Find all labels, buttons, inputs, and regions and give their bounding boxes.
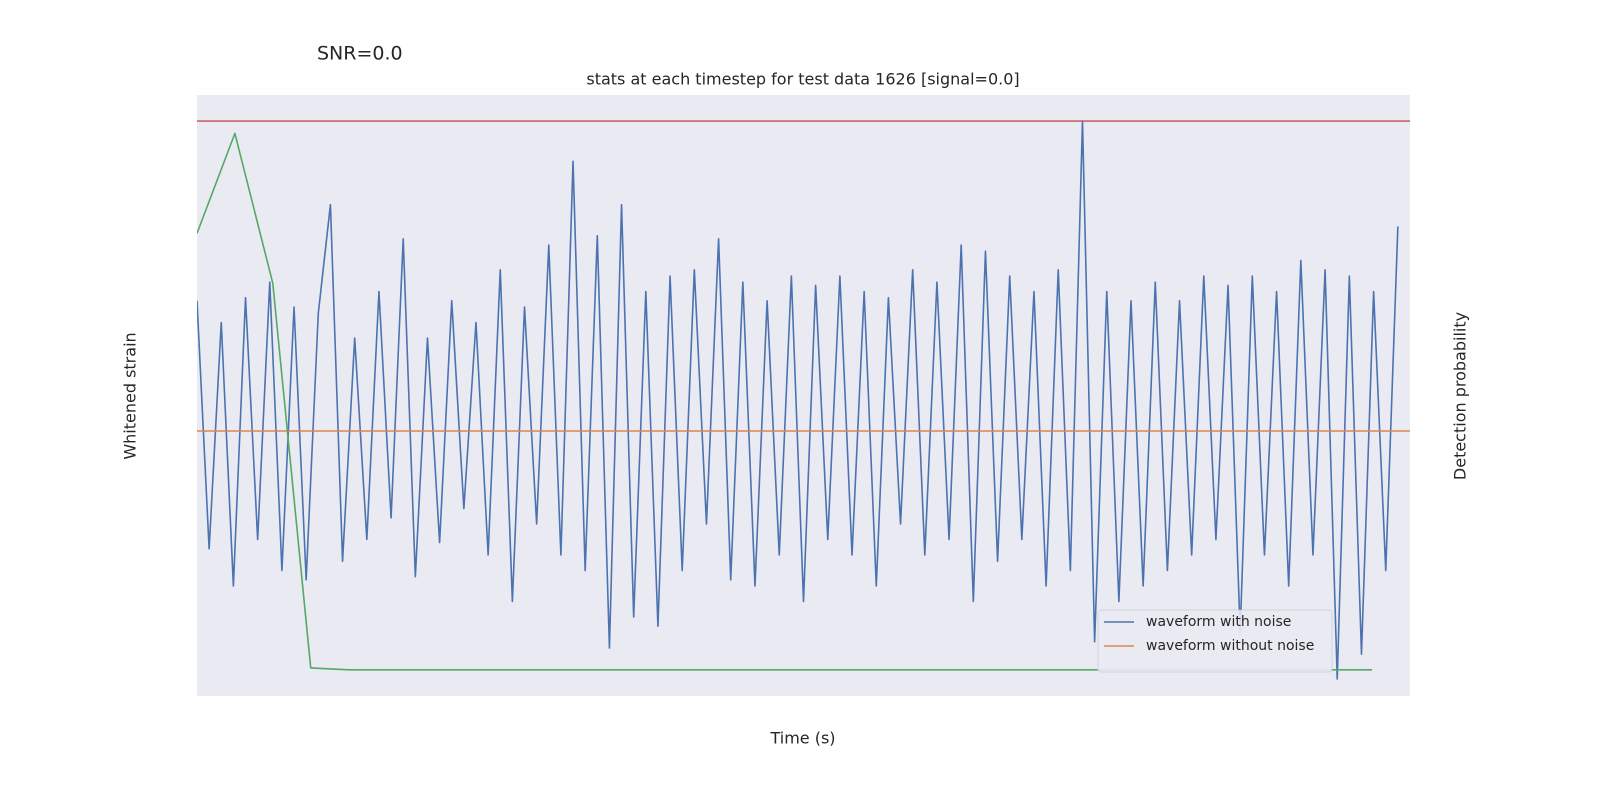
legend-label: waveform without noise	[1146, 638, 1314, 654]
x-axis-label: Time (s)	[769, 729, 835, 748]
suptitle: SNR=0.0	[317, 43, 403, 65]
y-axis-label: Whitened strain	[121, 332, 140, 459]
plot-area	[197, 95, 1410, 696]
legend: waveform with noise waveform without nois…	[1097, 609, 1333, 673]
series-line	[197, 120, 1399, 680]
legend-box	[1097, 609, 1333, 673]
chart-title: stats at each timestep for test data 162…	[586, 70, 1019, 89]
y2-axis-label: Detection probability	[1451, 312, 1470, 480]
plot-marks	[197, 120, 1410, 680]
legend-label: waveform with noise	[1146, 614, 1291, 630]
